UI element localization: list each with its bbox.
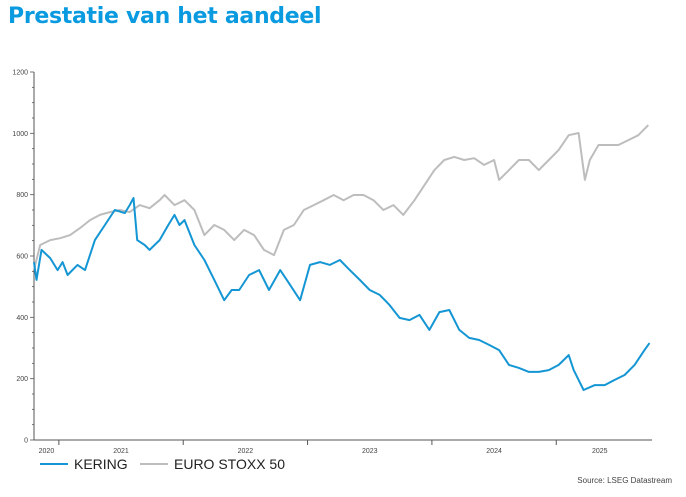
x-tick-label: 2024 — [486, 448, 502, 455]
y-tick-label: 600 — [16, 254, 28, 261]
series-line-kering — [33, 197, 651, 391]
x-tick-label: 2025 — [592, 448, 608, 455]
series-line-euro-stoxx-50 — [33, 124, 650, 271]
source-note: Source: LSEG Datastream — [577, 476, 672, 485]
legend-item-kering: KERING — [40, 456, 128, 472]
legend-item-stoxx: EURO STOXX 50 — [140, 456, 285, 472]
page-title: Prestatie van het aandeel — [8, 4, 322, 29]
legend-label-stoxx: EURO STOXX 50 — [174, 456, 286, 472]
legend-label-kering: KERING — [74, 456, 128, 472]
x-tick-label: 2022 — [238, 448, 254, 455]
x-tick-label: 2020 — [39, 448, 55, 455]
y-tick-label: 400 — [16, 315, 28, 322]
y-tick-label: 200 — [16, 376, 28, 383]
x-tick-label: 2023 — [362, 448, 378, 455]
legend-swatch-stoxx — [140, 463, 168, 465]
y-tick-label: 1000 — [12, 131, 28, 138]
x-tick-label: 2021 — [113, 448, 129, 455]
y-tick-label: 0 — [24, 438, 28, 445]
y-tick-label: 800 — [16, 192, 28, 199]
y-tick-label: 1200 — [12, 70, 28, 77]
legend-swatch-kering — [40, 463, 68, 465]
